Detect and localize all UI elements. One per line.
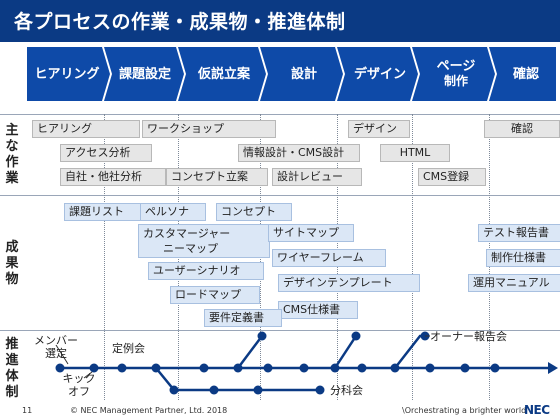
deliv-production-spec: 制作仕様書 (486, 249, 560, 267)
task-design-review: 設計レビュー (272, 168, 362, 186)
timeline-node-13 (490, 363, 500, 373)
timeline-node-10 (390, 363, 400, 373)
phase-label-3: 仮説立案 (197, 67, 250, 82)
deliv-persona: ペルソナ (140, 203, 206, 221)
task-design: デザイン (348, 120, 410, 138)
deliv-user-scenario: ユーザーシナリオ (148, 262, 264, 280)
label-bunkakai: 分科会 (330, 384, 363, 397)
timeline-node-bunka-4 (315, 385, 325, 395)
row-label-structure: 推進体制 (5, 337, 19, 400)
timeline-node-bunka-2 (209, 385, 219, 395)
copyright: © NEC Management Partner, Ltd. 2018 (70, 406, 228, 415)
label-kickoff: キック オフ (62, 372, 96, 398)
timeline-node-12 (460, 363, 470, 373)
label-owner-report: オーナー報告会 (430, 330, 507, 343)
timeline-branch-owner (394, 334, 425, 369)
timeline-node-bunka-1 (169, 385, 179, 395)
timeline-branch-top (237, 335, 263, 369)
timeline-node-bunka-3 (253, 385, 263, 395)
deliv-concept: コンセプト (216, 203, 292, 221)
timeline-node-mid (351, 331, 361, 341)
phase-label-2: 課題設定 (118, 67, 171, 82)
title-bar: 各プロセスの作業・成果物・推進体制 (0, 0, 560, 42)
tagline: \Orchestrating a brighter world (402, 406, 527, 415)
timeline-node-kickoff (89, 363, 99, 373)
timeline-node-start (55, 363, 65, 373)
phase-chevron-7 (489, 47, 556, 101)
phase-chevron-3 (178, 47, 266, 101)
timeline-node-8 (330, 363, 340, 373)
timeline-node-7 (299, 363, 309, 373)
phase-guide-5 (412, 114, 413, 400)
phase-label-4: 設計 (290, 67, 317, 82)
row-label-deliverables: 成果物 (5, 240, 19, 287)
phase-chevron-1 (27, 47, 110, 101)
timeline-node-6 (263, 363, 273, 373)
kickoff-pointer (83, 371, 93, 379)
row-divider-1 (0, 114, 560, 115)
deliv-operation-manual: 運用マニュアル (468, 274, 560, 292)
timeline-arrowhead (548, 362, 558, 374)
timeline-node-11 (425, 363, 435, 373)
task-concept: コンセプト立案 (166, 168, 268, 186)
page-title: 各プロセスの作業・成果物・推進体制 (14, 11, 346, 33)
label-teireikai: 定例会 (112, 342, 145, 355)
row-divider-3 (0, 330, 560, 331)
timeline-node-5 (233, 363, 243, 373)
phase-chevrons (27, 47, 556, 101)
timeline-node-top (257, 331, 267, 341)
deliv-test-report: テスト報告書 (478, 224, 560, 242)
page-number: 11 (22, 406, 33, 415)
task-hearing: ヒアリング (32, 120, 140, 138)
task-access-analysis: アクセス分析 (60, 144, 152, 162)
deliv-requirements: 要件定義書 (204, 309, 282, 327)
phase-label-1: ヒアリング (34, 67, 100, 82)
phase-label-7: 確認 (512, 67, 539, 82)
row-label-tasks: 主な作業 (5, 123, 19, 186)
phase-guide-1 (104, 114, 105, 400)
task-workshop: ワークショップ (142, 120, 276, 138)
phase-chevron-6 (412, 47, 495, 101)
deliv-issue-list: 課題リスト (64, 203, 142, 221)
phase-chevron-2 (104, 47, 184, 101)
nec-logo: NEC (524, 403, 550, 417)
task-cms-register: CMS登録 (418, 168, 486, 186)
row-divider-2 (0, 195, 560, 196)
timeline-node-4 (199, 363, 209, 373)
footer: 11 © NEC Management Partner, Ltd. 2018 \… (0, 401, 560, 420)
timeline-node-3 (151, 363, 161, 373)
deliv-journey-map: カスタマージャー ニーマップ (138, 224, 270, 258)
task-competitor-analysis: 自社・他社分析 (60, 168, 166, 186)
task-html: HTML (380, 144, 450, 162)
member-pointer (55, 344, 69, 365)
label-member-select: メンバー 選定 (34, 334, 78, 360)
phase-label-5: デザイン (353, 67, 406, 82)
deliv-roadmap: ロードマップ (170, 286, 260, 304)
deliv-wireframe: ワイヤーフレーム (272, 249, 386, 267)
phase-chevron-4 (260, 47, 343, 101)
deliv-sitemap: サイトマップ (268, 224, 354, 242)
task-info-cms-design: 情報設計・CMS設計 (238, 144, 360, 162)
timeline-node-9 (357, 363, 367, 373)
phase-chevron-5 (337, 47, 418, 101)
timeline-node-2 (117, 363, 127, 373)
task-confirm: 確認 (484, 120, 560, 138)
timeline-branch-mid (333, 335, 358, 369)
phase-label-6: ページ 制作 (436, 59, 476, 88)
deliv-design-template: デザインテンプレート (278, 274, 420, 292)
